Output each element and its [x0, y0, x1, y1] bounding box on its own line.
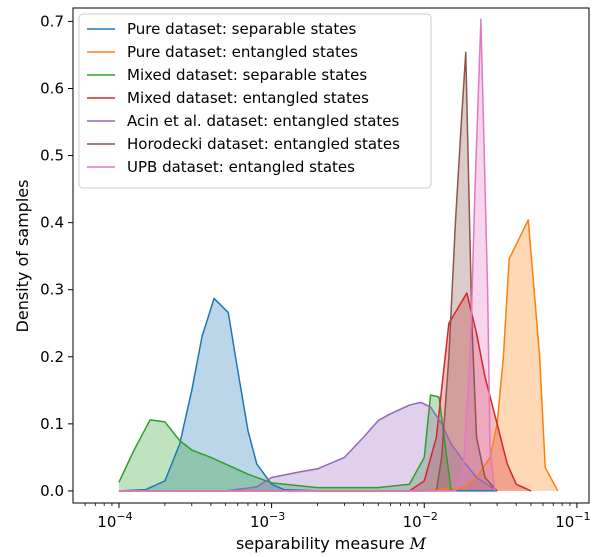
legend: Pure dataset: separable states Pure datas…: [78, 13, 432, 189]
y-tick-label: 0.6: [40, 79, 64, 97]
horodecki-dataset-entangled-states-area: [118, 52, 498, 491]
x-axis: 10−4 10−3 10−2 10−1: [84, 503, 591, 531]
mixed-dataset-separable-states-area: [118, 395, 452, 491]
x-tick-label: 10−4: [97, 510, 132, 531]
pure-dataset-separable-states-line: [118, 297, 498, 492]
legend-label: Mixed dataset: separable states: [127, 66, 367, 84]
legend-box: [78, 13, 432, 189]
mixed-dataset-entangled-states-area: [118, 293, 531, 491]
y-tick-label: 0.4: [40, 214, 64, 232]
pure-dataset-entangled-states-area: [118, 219, 558, 491]
x-tick-label: 10−1: [555, 510, 590, 531]
plot-frame: [72, 7, 590, 504]
mixed-dataset-separable-states-line: [118, 394, 452, 492]
y-tick-label: 0.2: [40, 348, 64, 366]
pure-dataset-separable-states-area: [118, 298, 498, 491]
x-tick-label: 10−2: [403, 510, 438, 531]
y-axis-label: Density of samples: [13, 180, 32, 333]
legend-label: Pure dataset: entangled states: [127, 43, 358, 61]
legend-label: UPB dataset: entangled states: [127, 158, 355, 176]
series-lines: [118, 18, 559, 492]
y-axis: 0.0 0.1 0.2 0.3 0.4 0.5 0.6 0.7: [40, 12, 73, 500]
legend-label: Horodecki dataset: entangled states: [127, 135, 400, 153]
x-tick-label: 10−3: [250, 510, 285, 531]
upb-dataset-entangled-states-line: [118, 18, 496, 492]
y-tick-label: 0.3: [40, 281, 64, 299]
acin-et-al-dataset-entangled-states-area: [118, 402, 498, 491]
x-axis-label: separability measure M: [236, 534, 427, 553]
y-tick-label: 0.7: [40, 12, 64, 30]
acin-et-al-dataset-entangled-states-line: [118, 401, 498, 492]
horodecki-dataset-entangled-states-line: [118, 51, 498, 492]
series-areas: [118, 19, 558, 491]
x-axis-label-text: separability measure: [236, 534, 410, 553]
x-axis-label-symbol: M: [409, 534, 427, 553]
legend-label: Mixed dataset: entangled states: [127, 89, 369, 107]
y-tick-label: 0.0: [40, 482, 64, 500]
legend-label: Acin et al. dataset: entangled states: [127, 112, 400, 130]
y-tick-label: 0.1: [40, 415, 64, 433]
legend-label: Pure dataset: separable states: [127, 20, 356, 38]
y-tick-label: 0.5: [40, 147, 64, 165]
